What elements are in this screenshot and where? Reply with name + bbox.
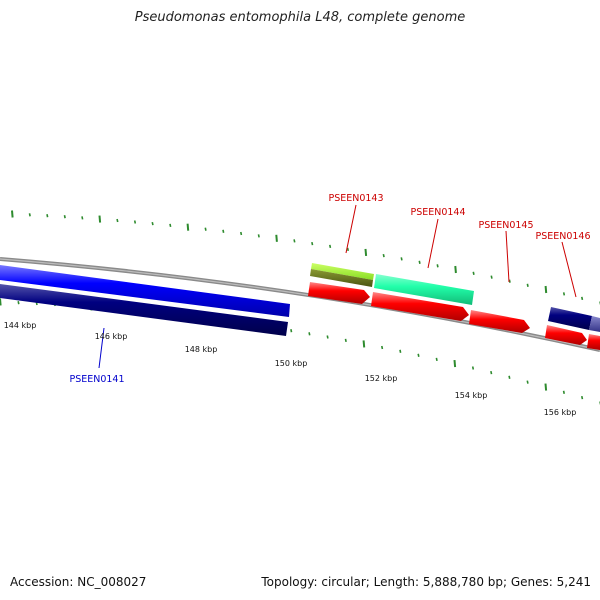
- inner-tick: [381, 345, 384, 350]
- leader-line-pseen0144: [427, 218, 439, 269]
- inner-tick: [290, 329, 293, 333]
- leader-line-pseen0143: [345, 204, 357, 254]
- ruler-label-146: 146 kbp: [95, 332, 128, 341]
- outer-tick: [222, 229, 225, 233]
- cds-arrow-4: [545, 325, 587, 345]
- outer-tick: [240, 231, 243, 236]
- feature-bar-navy-right: [548, 307, 592, 330]
- outer-tick: [116, 218, 119, 223]
- ruler-label-152: 152 kbp: [365, 374, 398, 383]
- outer-tick: [454, 265, 457, 274]
- outer-tick: [186, 223, 190, 231]
- outer-tick: [436, 264, 439, 268]
- outer-tick: [346, 247, 349, 252]
- inner-tick: [544, 383, 548, 391]
- inner-tick: [362, 340, 366, 348]
- inner-tick: [435, 357, 438, 362]
- cds-arrow-1: [308, 282, 370, 304]
- leader-line-pseen0145: [505, 230, 510, 283]
- page-title: Pseudomonas entomophila L48, complete ge…: [134, 10, 466, 25]
- outer-tick: [98, 215, 102, 223]
- feature-bar-slate: [589, 316, 600, 332]
- inner-tick: [508, 375, 511, 379]
- outer-tick: [490, 275, 493, 279]
- gene-label-pseen0144[interactable]: PSEEN0144: [410, 207, 465, 218]
- outer-tick: [508, 279, 511, 283]
- inner-tick: [308, 332, 311, 336]
- gene-label-pseen0143[interactable]: PSEEN0143: [328, 193, 383, 204]
- backbone-inner: [0, 258, 600, 351]
- inner-tick: [417, 353, 420, 357]
- cds-arrow-3: [469, 310, 530, 333]
- outer-tick: [400, 257, 403, 261]
- gene-label-pseen0145[interactable]: PSEEN0145: [478, 220, 533, 231]
- topology-text: Topology: circular; Length: 5,888,780 bp…: [261, 575, 591, 589]
- outer-tick: [133, 220, 137, 224]
- gene-label-pseen0146[interactable]: PSEEN0146: [535, 231, 590, 242]
- outer-tick: [418, 260, 421, 264]
- outer-tick: [169, 223, 172, 228]
- feature-bar-navy: [0, 284, 288, 336]
- inner-tick: [0, 298, 2, 306]
- outer-tick: [81, 216, 84, 220]
- outer-tick: [311, 241, 314, 246]
- ruler-label-150: 150 kbp: [275, 359, 308, 368]
- outer-tick: [151, 221, 154, 226]
- inner-tick-marks: [0, 298, 600, 405]
- ruler-label-144: 144 kbp: [4, 321, 37, 330]
- outer-tick: [329, 244, 332, 249]
- inner-tick: [399, 349, 402, 353]
- accession-text: Accession: NC_008027: [10, 575, 147, 589]
- outer-tick: [204, 227, 207, 231]
- outer-tick: [544, 285, 548, 294]
- inner-tick: [490, 370, 493, 375]
- outer-tick: [382, 253, 385, 258]
- cds-arrow-5: [587, 334, 600, 350]
- feature-bar-blue: [0, 265, 290, 317]
- inner-tick: [344, 338, 347, 343]
- inner-tick: [326, 335, 329, 339]
- outer-tick: [28, 213, 31, 217]
- inner-tick: [581, 395, 584, 400]
- leader-line-pseen0141: [98, 327, 105, 369]
- gene-label-pseen0141[interactable]: PSEEN0141: [69, 374, 124, 385]
- leader-line-pseen0146: [561, 241, 577, 298]
- outer-tick: [581, 296, 584, 301]
- outer-tick: [562, 292, 566, 296]
- feature-bar-olive: [310, 269, 373, 287]
- outer-tick: [293, 239, 296, 243]
- outer-tick: [364, 248, 368, 256]
- feature-bar-lime: [311, 263, 374, 280]
- inner-tick: [471, 366, 475, 370]
- cds-arrow-2: [371, 292, 469, 321]
- outer-tick: [257, 234, 260, 238]
- outer-tick-marks: [11, 210, 600, 305]
- inner-tick: [17, 301, 20, 305]
- inner-tick: [526, 380, 529, 384]
- outer-tick: [11, 210, 14, 218]
- ruler-label-148: 148 kbp: [185, 345, 218, 354]
- outer-tick: [526, 283, 529, 287]
- outer-tick: [275, 234, 278, 242]
- outer-tick: [63, 215, 66, 219]
- feature-bar-aqua: [374, 274, 474, 305]
- ruler-label-154: 154 kbp: [455, 391, 488, 400]
- ruler-label-156: 156 kbp: [544, 408, 577, 417]
- inner-tick: [562, 390, 565, 394]
- outer-tick: [472, 271, 475, 275]
- inner-tick: [453, 360, 457, 368]
- outer-tick: [46, 214, 49, 218]
